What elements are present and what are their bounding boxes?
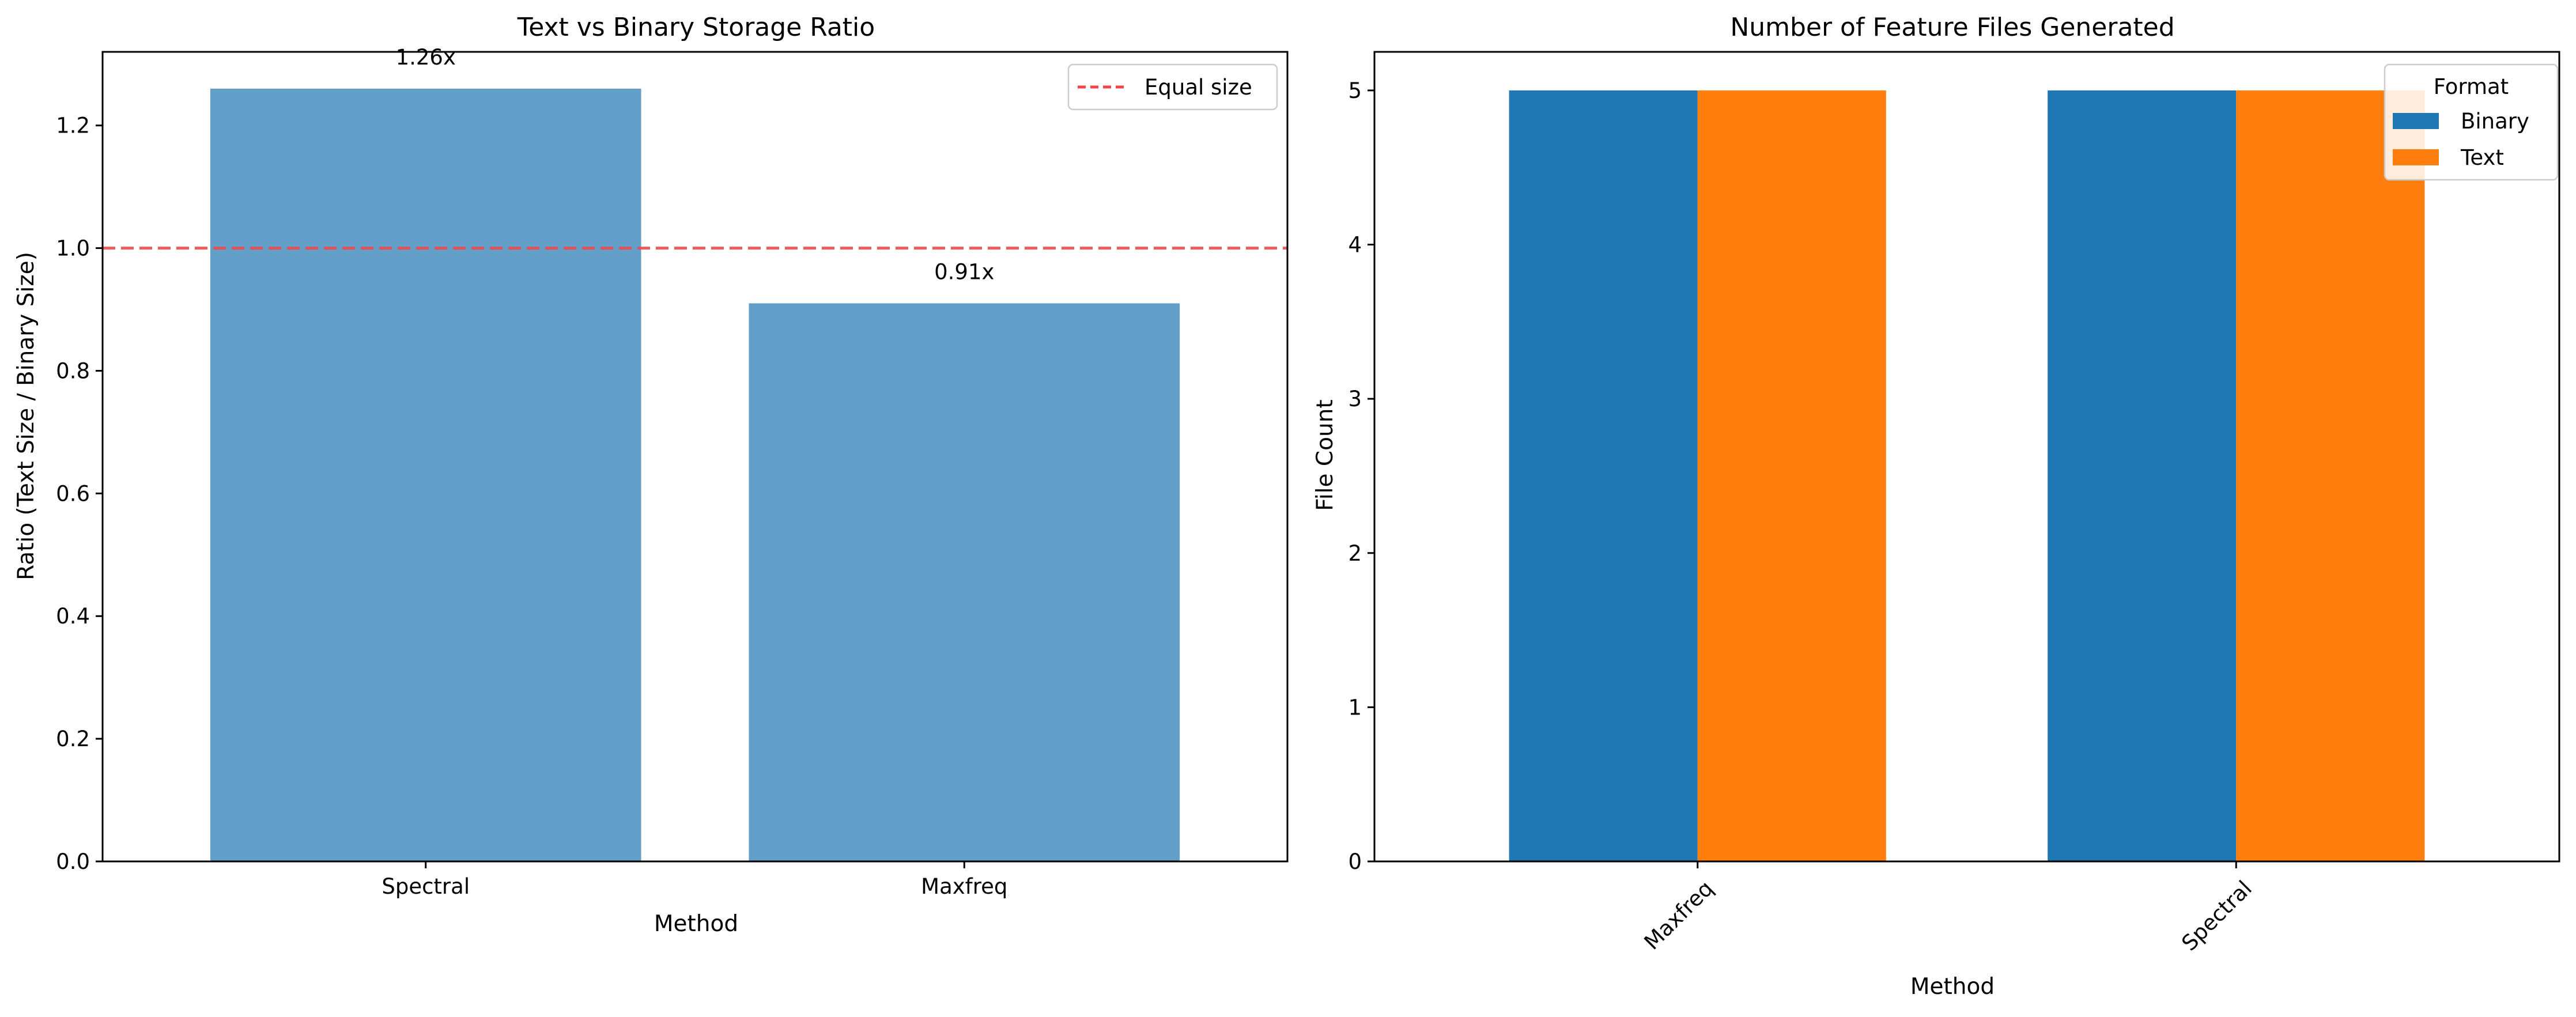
x-tick-label-spectral: Spectral xyxy=(382,874,470,899)
y-tick-label: 0.8 xyxy=(56,358,90,383)
legend-swatch-text xyxy=(2393,149,2439,165)
y-tick-label: 0 xyxy=(1348,849,1362,874)
x-axis-label: Method xyxy=(654,911,738,937)
ratio-bars xyxy=(210,88,1180,861)
legend-label-binary: Binary xyxy=(2461,109,2529,134)
y-axis-label: File Count xyxy=(1312,399,1338,511)
bar-spectral xyxy=(210,88,641,861)
bar-maxfreq xyxy=(749,303,1180,861)
y-axis-ticks: 0 1 2 3 4 5 xyxy=(1348,78,1374,874)
legend: Equal size xyxy=(1067,63,1278,111)
y-tick-label: 1.2 xyxy=(56,114,90,138)
y-tick-label: 0.2 xyxy=(56,727,90,751)
y-tick-label: 1 xyxy=(1348,695,1362,720)
y-tick-label: 0.0 xyxy=(56,849,90,874)
value-label-maxfreq: 0.91x xyxy=(934,259,994,284)
plot-area-frame xyxy=(101,51,1289,863)
legend: Format Binary Text xyxy=(2384,63,2559,181)
y-tick-label: 1.0 xyxy=(56,236,90,261)
y-tick-label: 5 xyxy=(1348,78,1362,103)
y-tick-label: 0.6 xyxy=(56,481,90,506)
y-tick-label: 4 xyxy=(1348,233,1362,258)
bar-spectral-binary xyxy=(2048,90,2237,861)
bar-maxfreq-binary xyxy=(1509,90,1698,861)
x-axis-label: Method xyxy=(1910,974,1995,1000)
legend-label-text: Text xyxy=(2460,145,2504,170)
file-count-bars xyxy=(1509,90,2425,861)
plot-area-frame xyxy=(1373,51,2560,863)
legend-title: Format xyxy=(2434,74,2509,99)
chart-title: Text vs Binary Storage Ratio xyxy=(517,13,875,42)
y-axis-label: Ratio (Text Size / Binary Size) xyxy=(13,252,39,580)
legend-swatch-binary xyxy=(2393,113,2439,129)
legend-label-equal-size: Equal size xyxy=(1145,75,1252,100)
storage-ratio-chart: 1.26x 0.91x 0.0 0.2 0.4 0.6 0.8 1.0 1.2 Spectra… xyxy=(13,13,1289,937)
bar-spectral-text xyxy=(2236,90,2425,861)
y-tick-label: 3 xyxy=(1348,387,1362,411)
value-label-spectral: 1.26x xyxy=(396,45,456,70)
legend-box xyxy=(1067,63,1278,111)
y-tick-label: 0.4 xyxy=(56,604,90,629)
bar-maxfreq-text xyxy=(1697,90,1886,861)
x-tick-label-maxfreq: Maxfreq xyxy=(921,874,1007,899)
x-axis-ticks: Spectral Maxfreq xyxy=(382,861,1007,899)
y-axis-ticks: 0.0 0.2 0.4 0.6 0.8 1.0 1.2 xyxy=(56,114,103,874)
bar-value-labels: 1.26x 0.91x xyxy=(396,45,995,285)
y-tick-label: 2 xyxy=(1348,541,1362,566)
chart-title: Number of Feature Files Generated xyxy=(1730,13,2174,42)
